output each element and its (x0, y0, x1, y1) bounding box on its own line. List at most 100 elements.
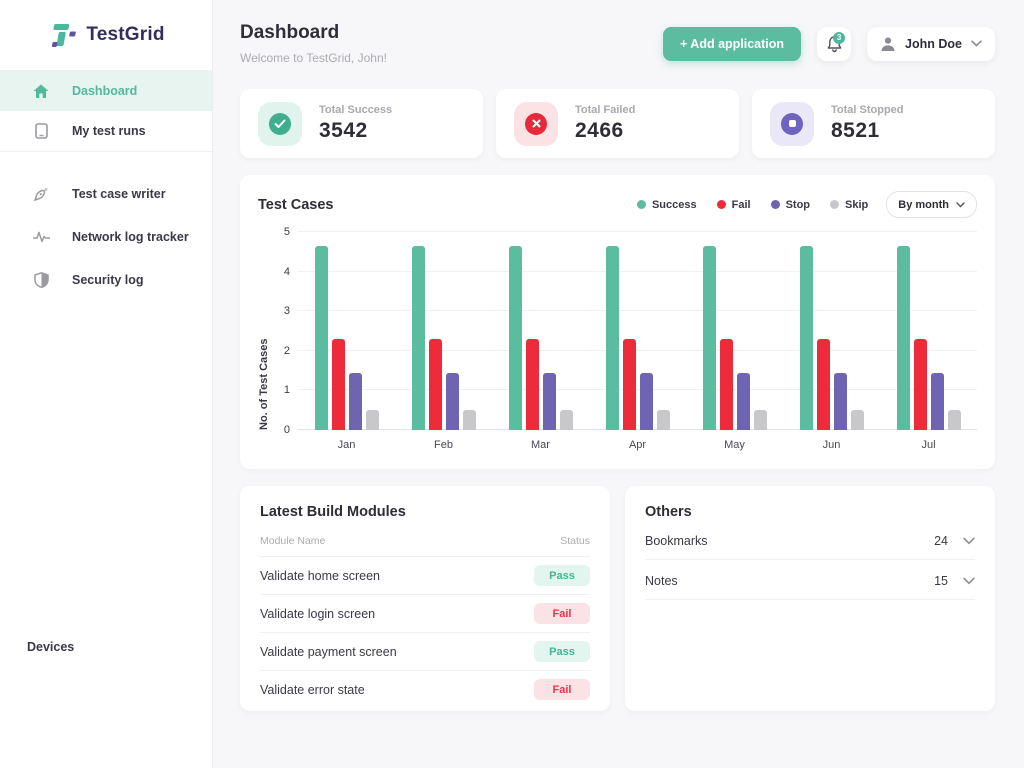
sidebar-item-dashboard[interactable]: Dashboard (0, 71, 212, 111)
gridline (298, 310, 977, 312)
sidebar-item-label: Network log tracker (72, 229, 189, 244)
page-title: Dashboard (240, 22, 340, 43)
page-header: Dashboard Welcome to TestGrid, John! + A… (240, 0, 995, 65)
bar-group-jan (298, 232, 395, 430)
bar-skip-jan (365, 410, 379, 430)
bar-fail-jun (816, 338, 830, 430)
plot-area: Jan Feb Mar Apr May Jun Jul (298, 231, 977, 451)
status-badge: Fail (534, 603, 590, 624)
y-axis-label: No. of Test Cases (258, 338, 270, 431)
pulse-icon (32, 231, 50, 243)
add-application-button[interactable]: + Add application (662, 26, 802, 61)
stat-value: 3542 (319, 119, 368, 142)
legend-dot-success (636, 200, 646, 209)
table-row: Validate home screen Pass (260, 556, 590, 594)
table-row: Validate login screen Fail (260, 594, 590, 632)
sidebar-item-security-log[interactable]: Security log (0, 258, 212, 301)
legend-item-skip[interactable]: Skip (830, 199, 868, 211)
bar-fail-may (719, 338, 733, 430)
panel-title: Others (645, 504, 692, 520)
chevron-down-icon[interactable] (963, 577, 975, 585)
bar-group-mar (492, 232, 589, 430)
legend-item-fail[interactable]: Fail (716, 199, 751, 211)
sidebar-item-devices[interactable]: Devices (27, 640, 75, 654)
by-month-dropdown[interactable]: By month (886, 191, 977, 218)
bar-stop-may (736, 372, 750, 430)
chevron-down-icon[interactable] (963, 537, 975, 545)
nav-group-secondary: Test case writer Network log tracker Sec… (0, 152, 212, 301)
stat-label: Total Failed (575, 104, 636, 116)
table-header: Module Name Status (260, 535, 590, 556)
module-name: Validate home screen (260, 568, 380, 583)
legend-dot-stop (770, 200, 780, 209)
chart-legend: Success Fail Stop Skip (636, 199, 868, 211)
bar-chart: No. of Test Cases 0 1 2 3 4 5 Jan Feb Mar Apr May… (258, 226, 977, 451)
sidebar-item-label: My test runs (72, 124, 146, 138)
module-name: Validate login screen (260, 606, 376, 621)
bar-fail-feb (428, 338, 442, 430)
bar-groups (298, 232, 977, 430)
legend-item-stop[interactable]: Stop (770, 199, 810, 211)
gridline (298, 231, 977, 232)
notifications-button[interactable]: 3 (817, 26, 852, 61)
x-tick-label: Mar (531, 439, 550, 451)
bar-stop-mar (542, 372, 556, 430)
bar-stop-jan (348, 372, 362, 430)
gridline (298, 389, 977, 391)
stat-card-total-stopped: Total Stopped 8521 (752, 89, 995, 158)
legend-item-success[interactable]: Success (636, 199, 697, 211)
bar-success-jun (799, 245, 813, 430)
bar-group-jul (880, 232, 977, 430)
sidebar-item-my-test-runs[interactable]: My test runs (0, 111, 212, 151)
home-icon (32, 84, 50, 99)
panel-title: Latest Build Modules (260, 504, 406, 520)
notes-count: 15 (934, 574, 948, 588)
stats-row: Total Success 3542 Total Failed 2466 T (240, 89, 995, 158)
sidebar-nav: Dashboard My test runs Test case writer (0, 71, 212, 301)
bar-success-may (702, 245, 716, 430)
list-item-bookmarks[interactable]: Bookmarks 24 (645, 523, 975, 560)
sidebar: TestGrid Dashboard My test runs (0, 0, 213, 768)
user-avatar-icon (881, 37, 895, 51)
y-tick-label: 2 (283, 344, 290, 357)
user-menu-button[interactable]: John Doe (867, 26, 995, 61)
bar-group-apr (589, 232, 686, 430)
stat-value: 2466 (575, 119, 624, 142)
device-icon (32, 123, 50, 139)
bar-fail-apr (622, 338, 636, 430)
bar-success-apr (605, 245, 619, 430)
stat-label: Total Success (319, 104, 393, 116)
gridline (298, 270, 977, 272)
y-tick-label: 5 (283, 226, 290, 238)
filter-label: By month (898, 198, 949, 211)
x-tick-label: Jul (921, 439, 936, 451)
y-axis-ticks: 0 1 2 3 4 5 (274, 226, 298, 436)
bookmarks-label: Bookmarks (645, 534, 708, 548)
list-item-notes[interactable]: Notes 15 (645, 563, 975, 600)
bar-skip-apr (656, 410, 670, 430)
x-circle-icon (514, 101, 558, 146)
y-tick-label: 0 (283, 424, 290, 436)
bar-success-feb (411, 245, 425, 430)
main-content: Dashboard Welcome to TestGrid, John! + A… (213, 0, 1024, 768)
test-cases-chart-panel: Test Cases Success Fail Stop (240, 175, 995, 469)
sidebar-item-label: Test case writer (72, 186, 166, 201)
x-tick-label: Jan (337, 439, 356, 451)
page-heading-block: Dashboard Welcome to TestGrid, John! (240, 22, 387, 65)
notification-badge: 3 (833, 31, 846, 44)
bar-skip-mar (559, 410, 573, 430)
plot-grid (298, 231, 977, 430)
sidebar-item-test-case-writer[interactable]: Test case writer (0, 172, 212, 215)
stop-circle-icon (770, 101, 814, 146)
others-panel: Others Bookmarks 24 Notes 15 (625, 486, 995, 711)
column-module-name: Module Name (260, 535, 326, 547)
chart-header: Test Cases Success Fail Stop (258, 191, 977, 218)
chevron-down-icon (971, 40, 982, 47)
sidebar-item-network-log-tracker[interactable]: Network log tracker (0, 215, 212, 258)
bar-group-jun (783, 232, 880, 430)
bar-skip-jul (947, 410, 961, 430)
status-badge: Pass (534, 565, 590, 586)
bar-skip-jun (850, 410, 864, 430)
stat-card-total-failed: Total Failed 2466 (496, 89, 739, 158)
status-badge: Fail (534, 679, 590, 700)
